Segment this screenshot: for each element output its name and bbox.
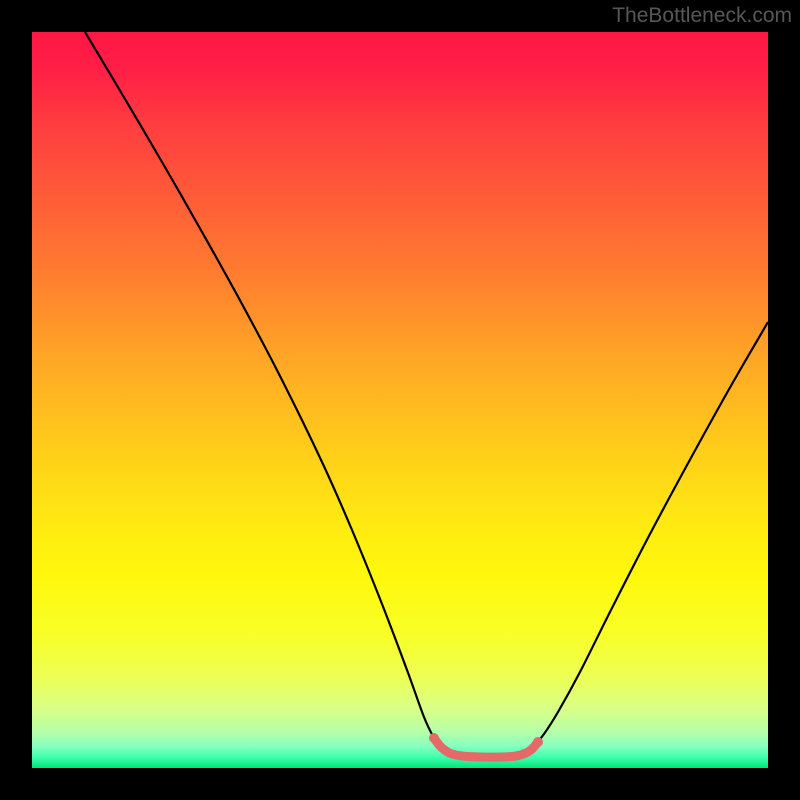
watermark-text: TheBottleneck.com <box>612 4 792 28</box>
chart-plot-area <box>32 32 768 768</box>
main-curve-line <box>85 32 768 756</box>
chart-curve-layer <box>32 32 768 768</box>
highlight-end-dots <box>429 733 543 747</box>
highlight-segment <box>434 738 538 757</box>
